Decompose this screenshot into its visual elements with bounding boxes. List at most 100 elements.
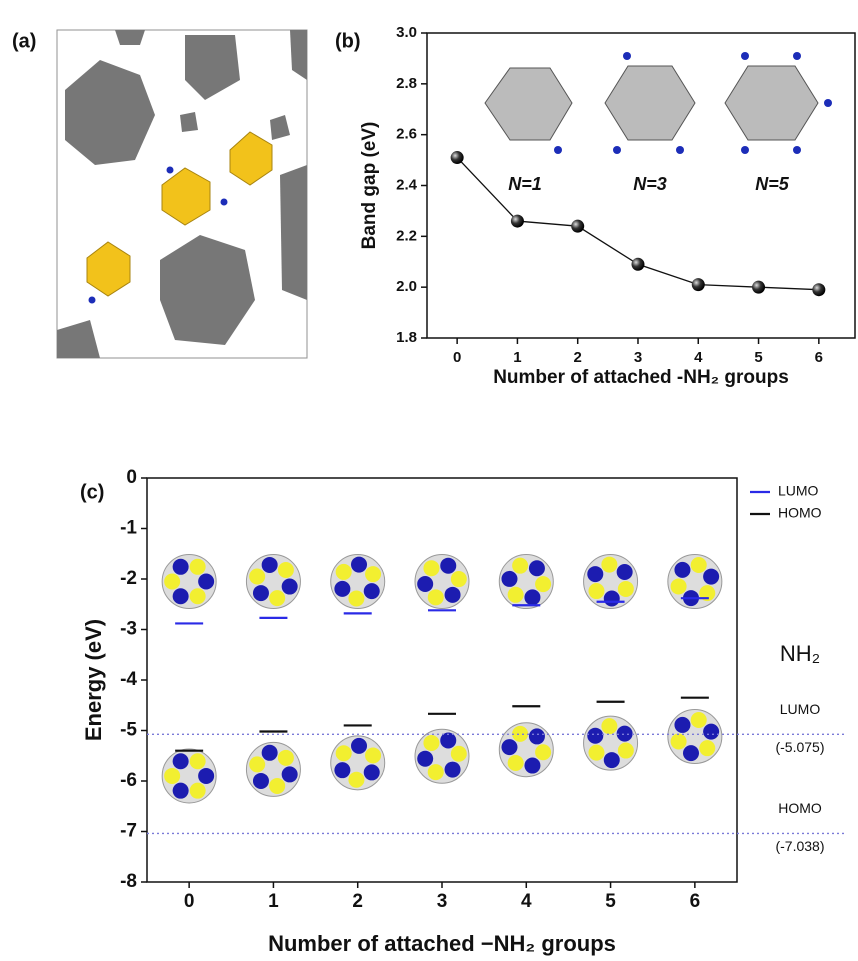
orbital-lobe xyxy=(336,745,352,761)
orbital-lobe xyxy=(351,557,367,573)
orbital-lobe xyxy=(703,724,719,740)
plot-frame xyxy=(147,478,737,882)
orbital-lobe xyxy=(683,745,699,761)
x-tick-label: 1 xyxy=(513,349,521,366)
orbital-lobe xyxy=(262,745,278,761)
orbital-lobe xyxy=(173,559,189,575)
x-tick-label: 5 xyxy=(754,349,762,366)
orbital-lobe xyxy=(703,569,719,585)
orbital-lobe xyxy=(674,717,690,733)
legend-label: LUMO xyxy=(778,483,819,499)
orbital-lobe xyxy=(269,778,285,794)
orbital-lobe xyxy=(253,773,269,789)
orbital-lobe xyxy=(173,783,189,799)
x-axis-label: Number of attached −NH₂ groups xyxy=(268,931,616,956)
orbital-lobe xyxy=(691,712,707,728)
orbital-lobe xyxy=(253,585,269,601)
orbital-lobe xyxy=(587,728,603,744)
orbital-lobe xyxy=(529,560,545,576)
orbital-lobe xyxy=(691,557,707,573)
panel-label: (b) xyxy=(335,30,361,52)
orbital-lobe xyxy=(336,564,352,580)
data-point xyxy=(511,215,524,228)
orbital-lobe xyxy=(618,743,634,759)
data-point xyxy=(571,220,584,233)
y-axis-label: Band gap (eV) xyxy=(359,122,380,250)
orbital-lobe xyxy=(190,783,206,799)
orbital-lobe xyxy=(674,562,690,578)
orbital-lobe xyxy=(365,566,381,582)
y-tick-label: 0 xyxy=(126,467,137,488)
orbital-lobe xyxy=(282,766,298,782)
legend-label: HOMO xyxy=(778,505,822,521)
orbital-lobe xyxy=(440,558,456,574)
orbital-lobe xyxy=(508,755,524,771)
orbital-lobe xyxy=(512,726,528,742)
orbital-lobe xyxy=(617,564,633,580)
orbital-lobe xyxy=(529,728,545,744)
orbital-lobe xyxy=(601,718,617,734)
data-point xyxy=(451,151,464,164)
y-tick-label: -1 xyxy=(120,518,137,539)
y-tick-label: 2.6 xyxy=(396,126,417,143)
orbital-lobe xyxy=(348,772,364,788)
x-tick-label: 4 xyxy=(694,349,703,366)
orbital-lobe xyxy=(173,753,189,769)
x-tick-label: 4 xyxy=(521,891,532,912)
figure: (a)(b)1.82.02.22.42.62.83.00123456Number… xyxy=(0,0,858,961)
orbital-lobe xyxy=(588,745,604,761)
y-axis-label: Energy (eV) xyxy=(81,619,106,741)
reference-title: NH₂ xyxy=(780,641,820,666)
x-tick-label: 3 xyxy=(634,349,642,366)
orbital-lobe xyxy=(587,566,603,582)
y-tick-label: 1.8 xyxy=(396,329,417,346)
y-tick-label: 2.2 xyxy=(396,227,417,244)
y-tick-label: -8 xyxy=(120,871,137,892)
orbital-lobe xyxy=(445,587,461,603)
y-tick-label: -3 xyxy=(120,619,137,640)
x-tick-label: 1 xyxy=(268,891,279,912)
x-tick-label: 3 xyxy=(437,891,448,912)
orbital-lobe xyxy=(617,726,633,742)
orbital-lobe xyxy=(423,735,439,751)
orbital-lobe xyxy=(348,590,364,606)
orbital-lobe xyxy=(262,557,278,573)
x-tick-label: 2 xyxy=(352,891,363,912)
orbital-lobe xyxy=(535,744,551,760)
reference-name: LUMO xyxy=(780,701,821,717)
orbital-lobe xyxy=(334,581,350,597)
orbital-lobe xyxy=(699,740,715,756)
x-tick-label: 0 xyxy=(184,891,195,912)
orbital-lobe xyxy=(417,751,433,767)
orbital-lobe xyxy=(364,764,380,780)
reference-value: (-5.075) xyxy=(775,739,824,755)
x-tick-label: 0 xyxy=(453,349,461,366)
orbital-lobe xyxy=(428,764,444,780)
y-tick-label: -5 xyxy=(120,720,137,741)
reference-value: (-7.038) xyxy=(775,838,824,854)
orbital-lobe xyxy=(588,583,604,599)
orbital-lobe xyxy=(365,747,381,763)
orbital-lobe xyxy=(364,583,380,599)
panel-a-image xyxy=(57,30,307,358)
y-tick-label: 2.8 xyxy=(396,75,417,92)
x-tick-label: 6 xyxy=(815,349,823,366)
orbital-lobe xyxy=(671,578,687,594)
orbital-lobe xyxy=(501,571,517,587)
panel-label: (a) xyxy=(12,30,36,52)
orbital-lobe xyxy=(501,739,517,755)
orbital-lobe xyxy=(535,576,551,592)
orbital-lobe xyxy=(451,746,467,762)
reference-name: HOMO xyxy=(778,800,822,816)
orbital-lobe xyxy=(524,758,540,774)
data-point xyxy=(692,278,705,291)
orbital-lobe xyxy=(198,768,214,784)
annotation: N=5 xyxy=(755,174,790,194)
x-tick-label: 2 xyxy=(574,349,582,366)
orbital-lobe xyxy=(604,752,620,768)
orbital-lobe xyxy=(190,588,206,604)
orbital-lobe xyxy=(524,589,540,605)
panel-label: (c) xyxy=(80,481,104,503)
y-tick-label: -4 xyxy=(120,669,137,690)
data-point xyxy=(631,258,644,271)
